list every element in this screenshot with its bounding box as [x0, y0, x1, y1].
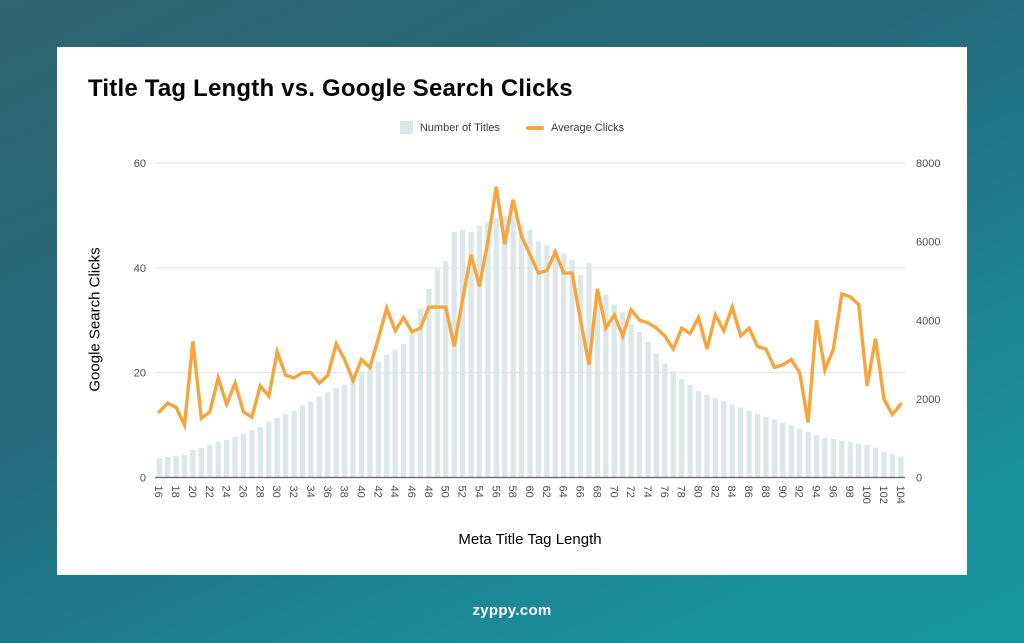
svg-text:102: 102: [877, 486, 889, 504]
svg-text:2000: 2000: [916, 394, 940, 406]
svg-text:22: 22: [203, 486, 215, 498]
svg-text:90: 90: [776, 486, 788, 498]
svg-text:54: 54: [472, 486, 484, 498]
svg-text:18: 18: [169, 486, 181, 498]
chart-card: Title Tag Length vs. Google Search Click…: [57, 47, 967, 575]
svg-text:96: 96: [826, 486, 838, 498]
svg-text:20: 20: [134, 368, 146, 380]
svg-text:98: 98: [843, 486, 855, 498]
svg-text:64: 64: [557, 486, 569, 498]
svg-text:38: 38: [338, 486, 350, 498]
chart-canvas: 0 20 40 60 0 2000 4000 6000 8000 16 18 20 22 24 26 28 30…: [134, 158, 941, 504]
svg-text:74: 74: [641, 486, 653, 498]
svg-text:52: 52: [456, 486, 468, 498]
legend-label: Number of Titles: [419, 121, 500, 134]
svg-text:6000: 6000: [916, 237, 940, 249]
svg-text:16: 16: [152, 486, 164, 498]
svg-text:104: 104: [894, 486, 906, 504]
svg-text:40: 40: [355, 486, 367, 498]
chart-title: Title Tag Length vs. Google Search Click…: [88, 75, 573, 102]
svg-text:24: 24: [220, 486, 232, 498]
svg-text:60: 60: [523, 486, 535, 498]
svg-text:0: 0: [140, 473, 146, 485]
svg-text:8000: 8000: [916, 158, 940, 170]
svg-text:44: 44: [388, 486, 400, 498]
svg-text:72: 72: [624, 486, 636, 498]
svg-text:80: 80: [692, 486, 704, 498]
line-swatch-icon: [525, 125, 544, 130]
svg-text:32: 32: [287, 486, 299, 498]
footer-brand: zyppy.com: [472, 602, 552, 619]
svg-text:68: 68: [590, 486, 602, 498]
svg-text:92: 92: [793, 486, 805, 498]
svg-text:70: 70: [607, 486, 619, 498]
svg-text:88: 88: [759, 486, 771, 498]
svg-text:86: 86: [742, 486, 754, 498]
svg-text:36: 36: [321, 486, 333, 498]
svg-text:84: 84: [725, 486, 737, 498]
svg-text:40: 40: [134, 263, 146, 275]
svg-text:100: 100: [860, 486, 872, 504]
svg-text:4000: 4000: [916, 315, 940, 327]
svg-text:50: 50: [439, 486, 451, 498]
svg-text:26: 26: [237, 486, 249, 498]
svg-text:94: 94: [810, 486, 822, 498]
svg-text:0: 0: [916, 473, 922, 485]
bar-swatch-icon: [399, 121, 413, 134]
svg-text:78: 78: [675, 486, 687, 498]
svg-text:60: 60: [134, 158, 146, 170]
svg-text:46: 46: [405, 486, 417, 498]
svg-text:62: 62: [540, 486, 552, 498]
svg-text:48: 48: [422, 486, 434, 498]
svg-text:20: 20: [186, 486, 198, 498]
svg-text:30: 30: [270, 486, 282, 498]
legend-label: Average Clicks: [550, 121, 625, 134]
svg-text:82: 82: [708, 486, 720, 498]
x-axis-title: Meta Title Tag Length: [458, 531, 602, 548]
svg-text:66: 66: [574, 486, 586, 498]
svg-text:58: 58: [506, 486, 518, 498]
svg-text:34: 34: [304, 486, 316, 498]
svg-text:56: 56: [489, 486, 501, 498]
svg-text:28: 28: [253, 486, 265, 498]
legend-item-number-of-titles: Number of Titles: [399, 121, 500, 134]
legend: Number of Titles Average Clicks: [57, 121, 967, 134]
svg-text:76: 76: [658, 486, 670, 498]
svg-text:42: 42: [371, 486, 383, 498]
legend-item-average-clicks: Average Clicks: [525, 121, 625, 134]
